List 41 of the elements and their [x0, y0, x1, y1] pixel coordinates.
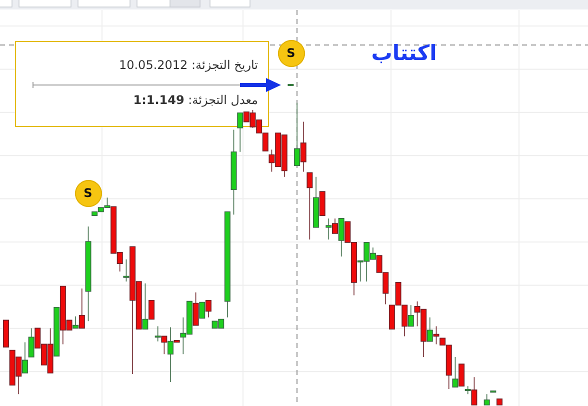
candlestick	[452, 356, 458, 388]
candlestick	[426, 316, 433, 342]
candlestick	[237, 112, 244, 152]
candlestick	[168, 326, 174, 382]
candlestick	[464, 386, 471, 395]
candlestick	[326, 218, 332, 240]
candlestick	[338, 218, 344, 257]
candlestick	[192, 292, 199, 326]
candlestick	[72, 316, 79, 329]
text: اكتتاب	[370, 40, 438, 66]
candlestick	[224, 211, 230, 318]
candlestick	[123, 259, 130, 282]
text: تاريخ التجزئة: 10.05.2012	[118, 58, 258, 73]
candlestick	[458, 364, 465, 387]
candlestick	[148, 300, 155, 320]
candlestick	[205, 300, 212, 318]
candlestick	[471, 376, 478, 406]
candlestick	[484, 394, 490, 406]
candlestick	[300, 121, 306, 172]
candlestick	[22, 342, 28, 374]
annotation: S	[74, 180, 102, 206]
candlestick	[78, 288, 85, 329]
candlestick	[433, 326, 440, 345]
candlestick	[199, 302, 206, 319]
text: S	[278, 40, 304, 66]
candlestick	[174, 340, 180, 343]
candlestick	[306, 172, 313, 240]
candlestick	[496, 398, 502, 406]
candlestick	[161, 336, 168, 355]
candlestick	[28, 328, 34, 358]
candlestick	[3, 320, 9, 348]
candlestick	[230, 129, 237, 215]
candlestick	[154, 326, 161, 342]
candlestick	[332, 218, 338, 234]
candlestick	[319, 191, 326, 216]
candlestick	[85, 226, 92, 322]
candlestick	[142, 283, 148, 330]
candlestick	[294, 102, 300, 166]
candlestick	[313, 176, 320, 228]
candlestick	[408, 304, 414, 327]
candlestick	[54, 307, 60, 356]
